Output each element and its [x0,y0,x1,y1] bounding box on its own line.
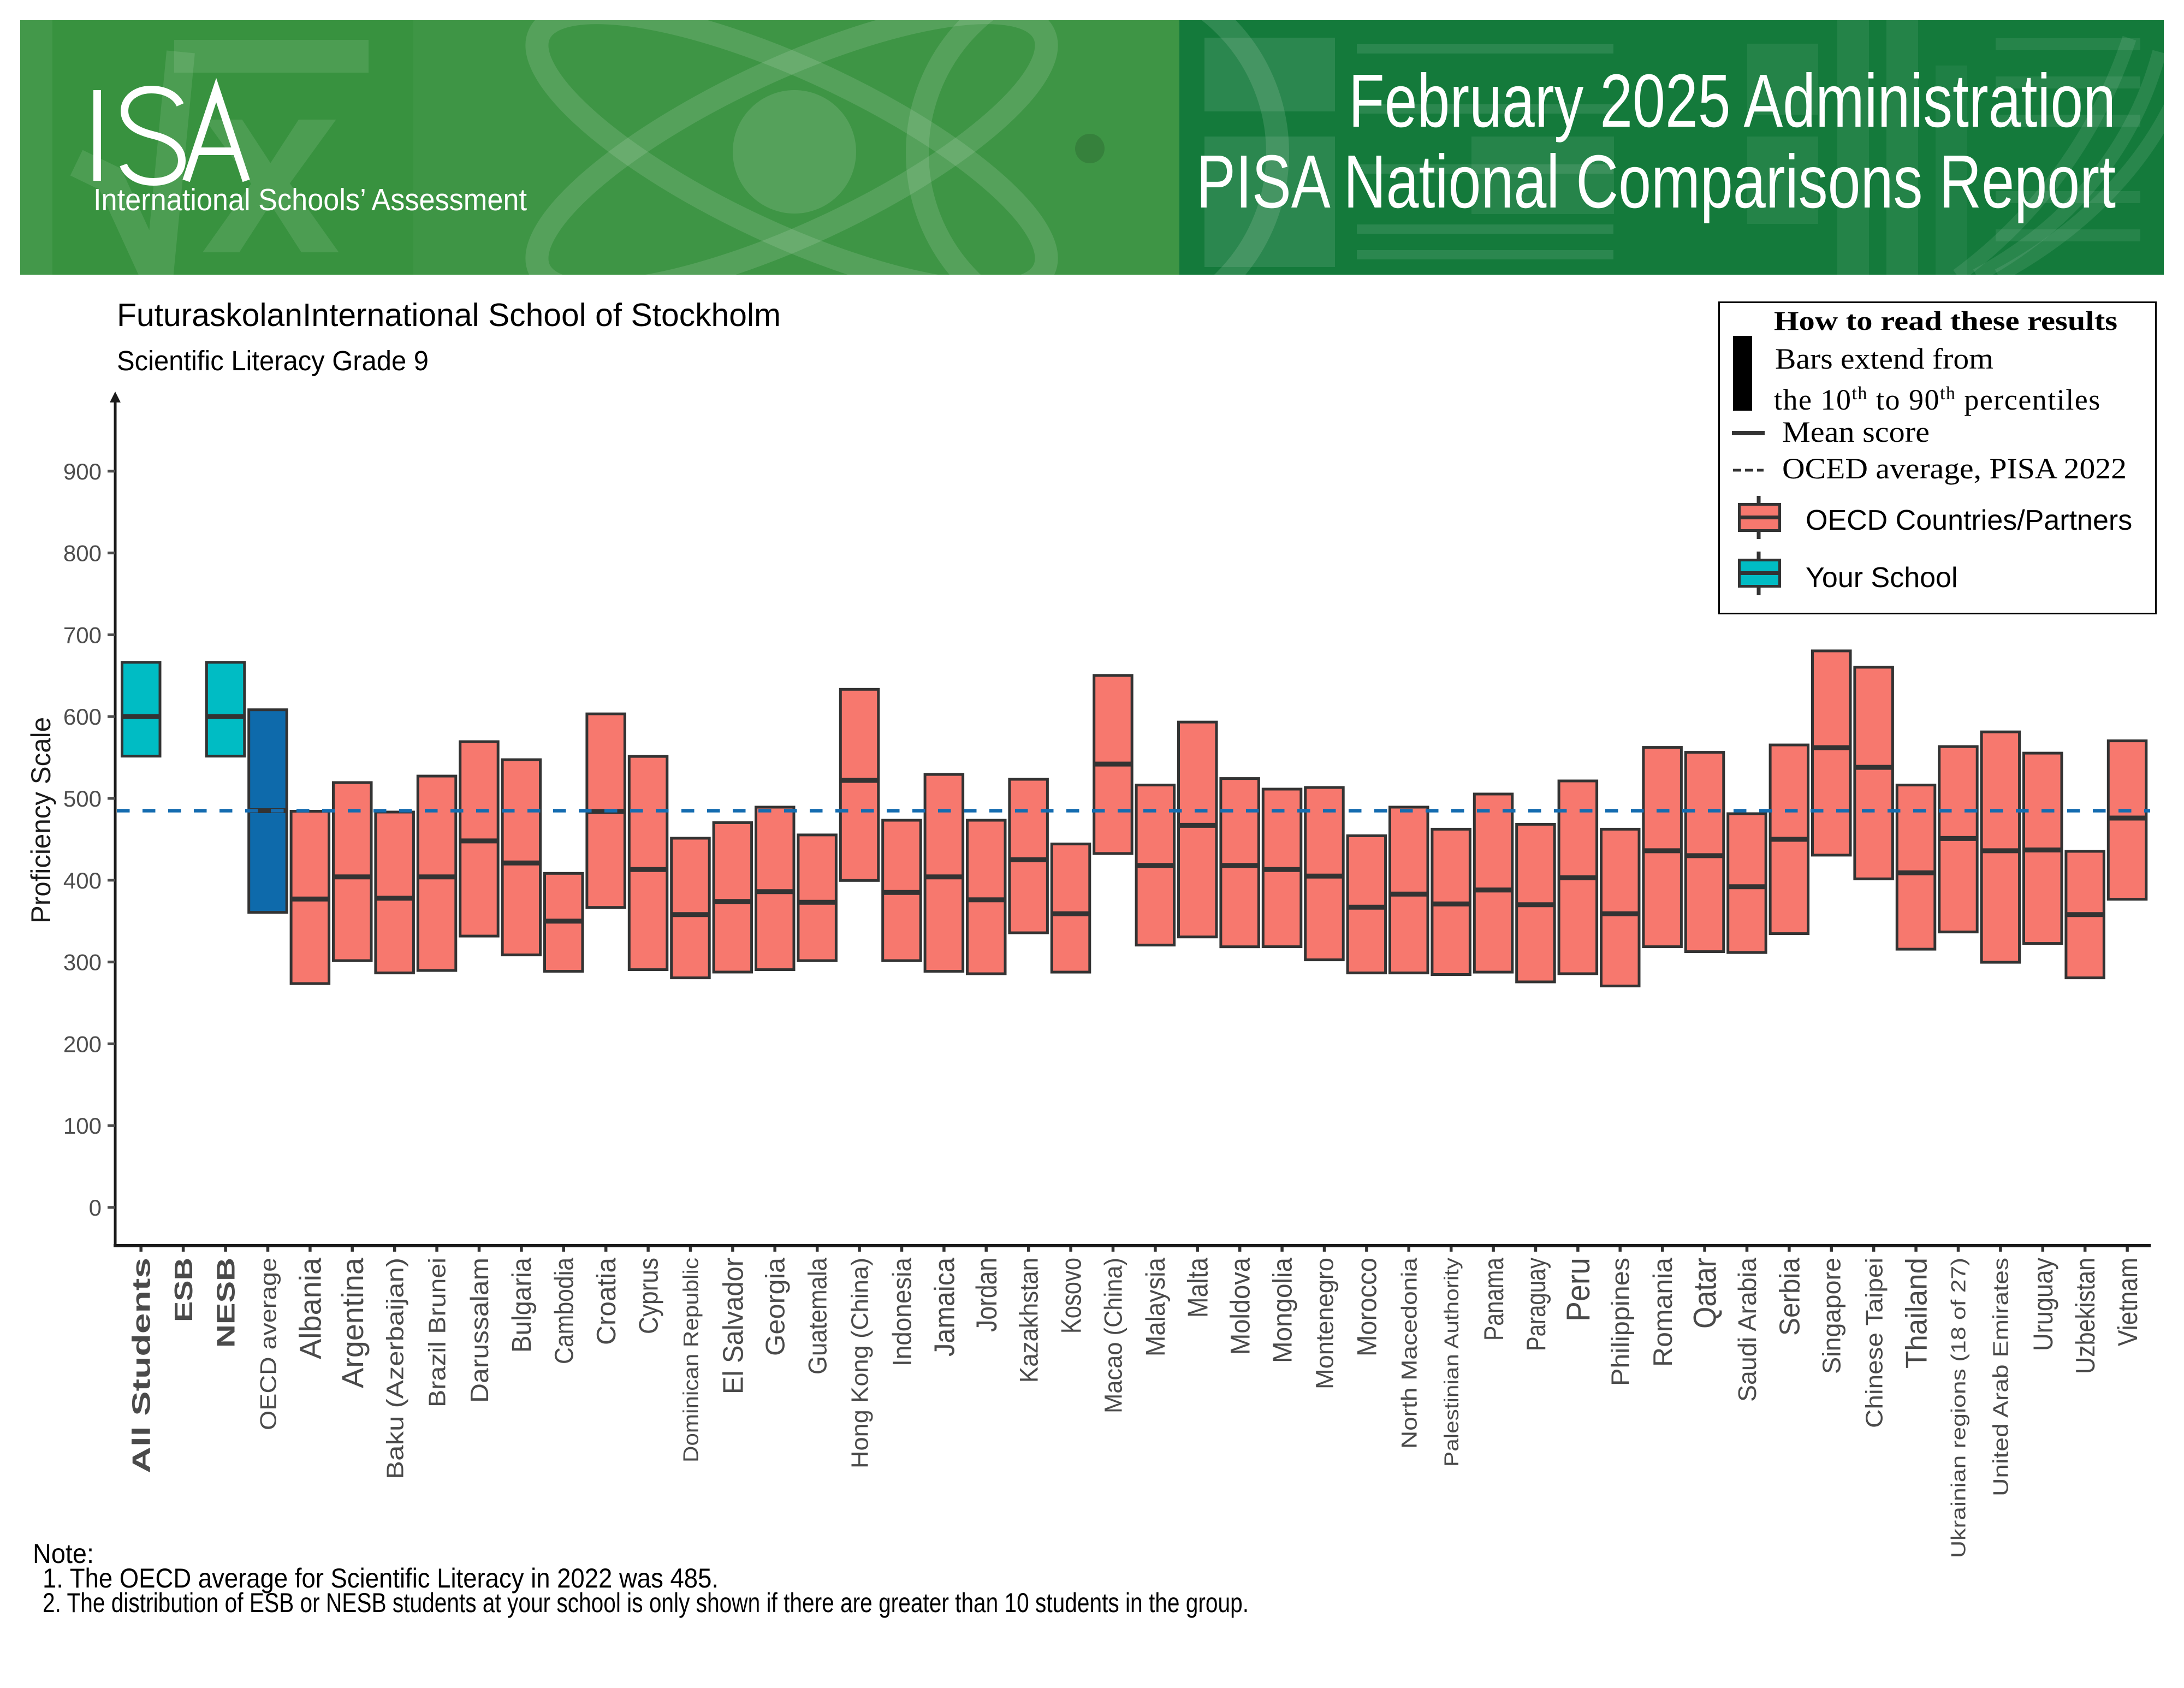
svg-text:Malta: Malta [1183,1258,1214,1318]
svg-text:Mongolia: Mongolia [1268,1257,1297,1363]
svg-text:Kazakhstan: Kazakhstan [1014,1258,1043,1383]
svg-text:Darussalam: Darussalam [465,1258,494,1403]
svg-text:Paraguay: Paraguay [1522,1258,1551,1351]
svg-text:Kosovo: Kosovo [1056,1258,1088,1334]
svg-text:How to read these results: How to read these results [1774,305,2117,336]
svg-text:Bulgaria: Bulgaria [507,1257,537,1353]
svg-text:Proficiency Scale: Proficiency Scale [26,717,56,923]
svg-text:OECD Countries/Partners: OECD Countries/Partners [1806,505,2132,536]
svg-text:Qatar: Qatar [1688,1258,1723,1329]
svg-text:OCED average, PISA 2022: OCED average, PISA 2022 [1782,452,2127,485]
svg-text:Note:: Note: [33,1538,94,1569]
svg-text:Serbia: Serbia [1774,1258,1806,1336]
svg-text:Saudi Arabia: Saudi Arabia [1733,1258,1761,1402]
svg-text:Albania: Albania [293,1257,328,1359]
svg-text:All Students: All Students [127,1258,156,1473]
svg-text:Romania: Romania [1648,1257,1678,1367]
svg-text:Panama: Panama [1479,1258,1509,1341]
svg-text:0: 0 [89,1195,102,1221]
svg-text:Mean score: Mean score [1782,416,1930,448]
svg-text:Scientific Literacy Grade 9: Scientific Literacy Grade 9 [117,345,429,376]
svg-text:Dominican Republic: Dominican Republic [679,1258,703,1462]
svg-text:Singapore: Singapore [1818,1258,1846,1374]
svg-text:El Salvador: El Salvador [717,1258,749,1394]
svg-text:Bars extend from: Bars extend from [1775,342,1993,375]
svg-text:FuturaskolanInternational Scho: FuturaskolanInternational School of Stoc… [117,297,781,333]
svg-text:x: x [201,26,342,306]
svg-text:Ukrainian regions (18 of 27): Ukrainian regions (18 of 27) [1948,1258,1970,1558]
svg-text:400: 400 [63,868,102,893]
svg-text:Uzbekistan: Uzbekistan [2071,1258,2100,1374]
svg-text:1. The OECD average for Scient: 1. The OECD average for Scientific Liter… [43,1563,719,1594]
svg-text:Argentina: Argentina [335,1257,370,1388]
svg-text:Vietnam: Vietnam [2112,1258,2143,1346]
svg-text:Peru: Peru [1560,1258,1597,1322]
svg-text:Cambodia: Cambodia [550,1258,579,1364]
svg-text:700: 700 [63,622,102,648]
svg-text:PISA National Comparisons Repo: PISA National Comparisons Report [1196,140,2116,224]
svg-text:Croatia: Croatia [592,1257,621,1345]
svg-text:North Macedonia: North Macedonia [1397,1257,1421,1449]
svg-text:United Arab Emirates: United Arab Emirates [1990,1258,2013,1496]
svg-text:Malaysia: Malaysia [1141,1257,1171,1357]
svg-text:2. The distribution of ESB or: 2. The distribution of ESB or NESB stude… [43,1588,1249,1618]
svg-text:February 2025 Administration: February 2025 Administration [1349,59,2116,143]
svg-text:500: 500 [63,786,102,812]
svg-text:300: 300 [63,950,102,975]
svg-text:900: 900 [63,459,102,484]
svg-text:Morocco: Morocco [1352,1258,1382,1357]
svg-text:Montenegro: Montenegro [1310,1258,1338,1389]
svg-text:Cyprus: Cyprus [634,1258,663,1334]
svg-text:OECD average: OECD average [255,1258,281,1430]
svg-text:200: 200 [63,1031,102,1057]
svg-text:Macao (China): Macao (China) [1099,1258,1127,1413]
svg-text:the 10th to 90th percentiles: the 10th to 90th percentiles [1774,383,2101,416]
svg-text:Guatemala: Guatemala [803,1257,832,1375]
svg-text:Philippines: Philippines [1606,1258,1635,1386]
svg-text:Baku (Azerbaijan): Baku (Azerbaijan) [382,1258,408,1479]
svg-text:Your School: Your School [1806,562,1958,594]
svg-text:Brazil Brunei: Brazil Brunei [424,1258,451,1407]
svg-text:800: 800 [63,541,102,566]
svg-text:International Schools’ Assessm: International Schools’ Assessment [93,182,527,217]
svg-text:Jamaica: Jamaica [929,1258,960,1357]
svg-text:NESB: NESB [211,1258,240,1348]
svg-text:Thailand: Thailand [1900,1258,1933,1369]
svg-text:100: 100 [63,1113,102,1139]
svg-text:Jordan: Jordan [971,1258,1003,1332]
svg-text:Georgia: Georgia [761,1257,791,1356]
svg-text:Hong Kong (China): Hong Kong (China) [847,1258,874,1468]
svg-text:ESB: ESB [169,1258,198,1322]
svg-text:Uruguay: Uruguay [2028,1258,2058,1351]
svg-text:Moldova: Moldova [1225,1258,1255,1355]
svg-text:Palestinian Authority: Palestinian Authority [1440,1257,1463,1467]
svg-text:600: 600 [63,704,102,730]
svg-text:Chinese Taipei: Chinese Taipei [1861,1258,1888,1428]
svg-text:Indonesia: Indonesia [888,1258,917,1366]
